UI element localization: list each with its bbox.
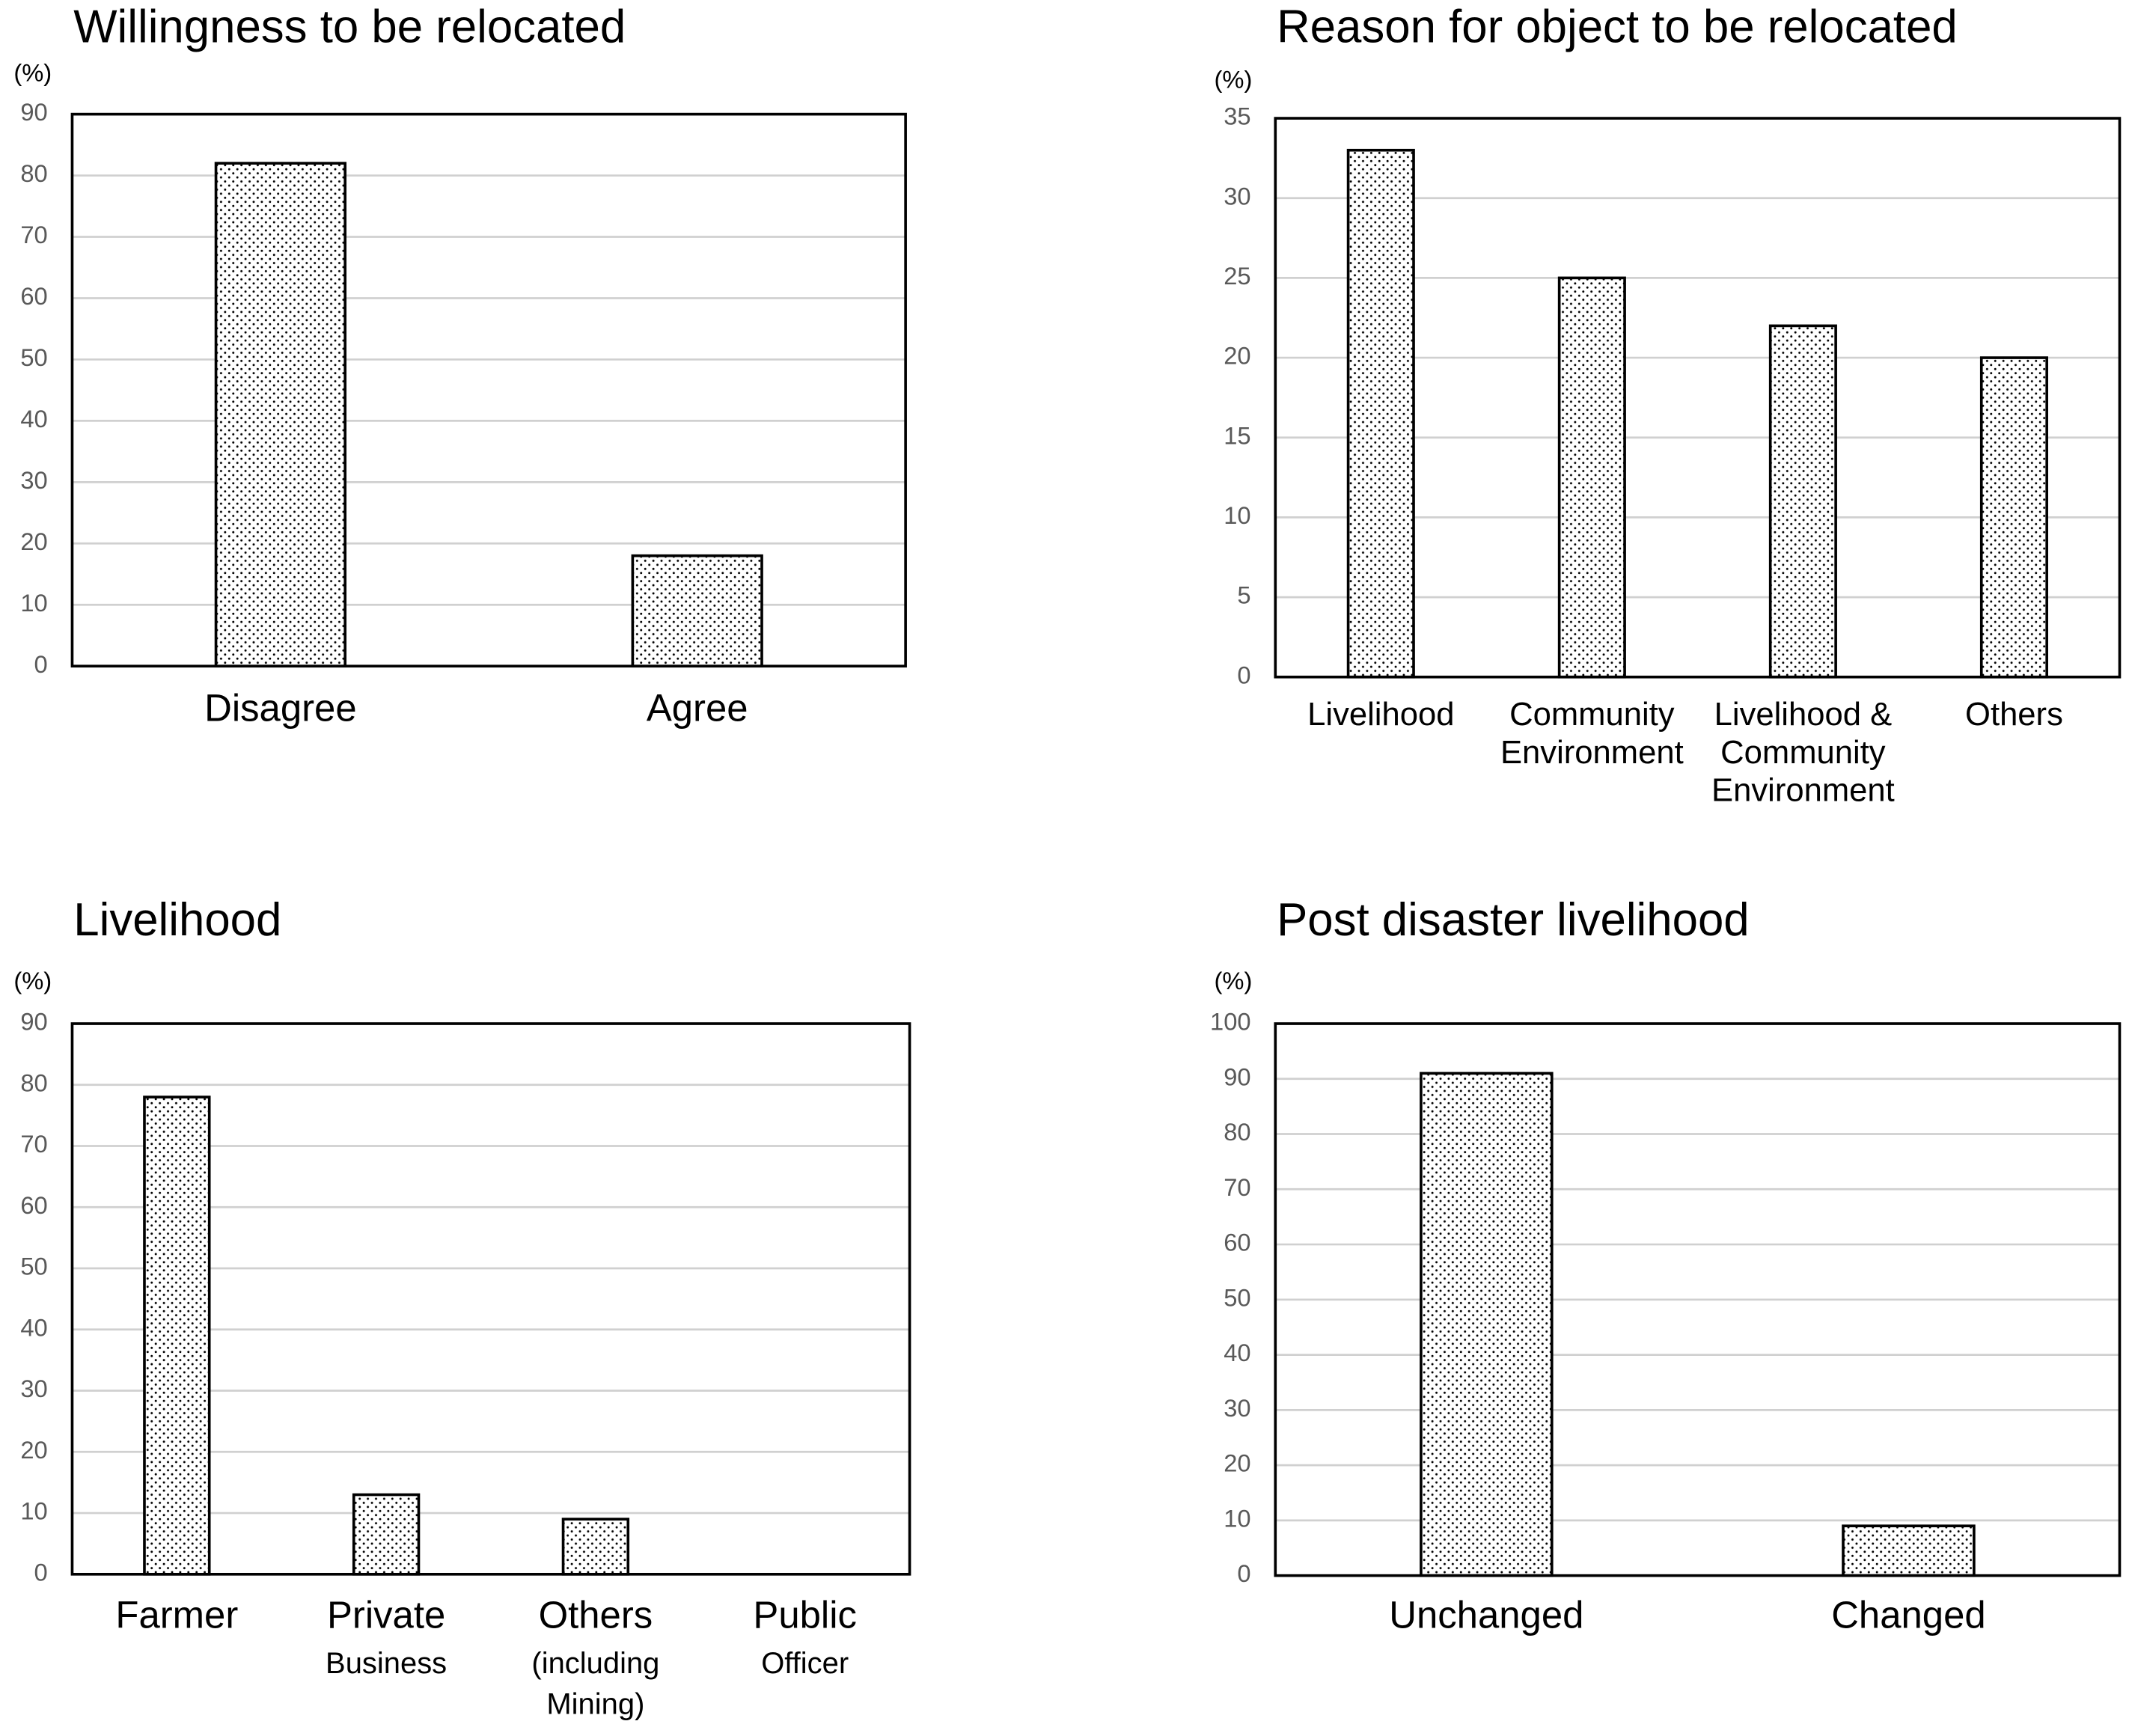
y-tick-label: 15 bbox=[1224, 421, 1250, 449]
y-tick-label: 50 bbox=[20, 343, 47, 371]
y-tick-label: 20 bbox=[1224, 342, 1250, 370]
y-tick-label: 25 bbox=[1224, 262, 1250, 290]
y-tick-label: 10 bbox=[20, 1497, 47, 1525]
x-tick-label: Farmer bbox=[115, 1593, 238, 1636]
bar bbox=[561, 1518, 630, 1576]
x-tick-label: Business bbox=[326, 1647, 447, 1680]
y-tick-label: 60 bbox=[20, 1191, 47, 1219]
bar bbox=[1768, 324, 1837, 679]
x-tick-label: Private bbox=[327, 1593, 445, 1636]
y-tick-label: 30 bbox=[1224, 182, 1250, 210]
plot-frame bbox=[70, 112, 907, 668]
x-tick-label: Others bbox=[1965, 697, 2063, 733]
y-axis-label: (%) bbox=[13, 967, 52, 994]
x-tick-label: Livelihood & bbox=[1714, 697, 1893, 733]
y-tick-label: 0 bbox=[34, 1558, 48, 1586]
y-tick-label: 80 bbox=[1224, 1118, 1250, 1146]
bar bbox=[1346, 148, 1415, 679]
y-tick-label: 60 bbox=[1224, 1229, 1250, 1256]
y-tick-label: 0 bbox=[34, 650, 48, 678]
y-tick-label: 90 bbox=[20, 1008, 47, 1036]
y-tick-label: 60 bbox=[20, 282, 47, 310]
x-tick-label: Agree bbox=[647, 687, 748, 730]
y-tick-label: 80 bbox=[20, 159, 47, 187]
y-tick-label: 40 bbox=[20, 1313, 47, 1341]
y-tick-label: 90 bbox=[20, 98, 47, 126]
y-tick-label: 50 bbox=[20, 1253, 47, 1280]
x-tick-label: Officer bbox=[761, 1647, 849, 1680]
y-tick-label: 10 bbox=[20, 589, 47, 617]
bar bbox=[1842, 1524, 1976, 1577]
y-tick-label: 50 bbox=[1224, 1283, 1250, 1311]
y-tick-label: 20 bbox=[20, 528, 47, 555]
y-tick-label: 20 bbox=[20, 1436, 47, 1464]
bar bbox=[1979, 356, 2048, 679]
y-tick-label: 70 bbox=[20, 1130, 47, 1158]
y-tick-label: 10 bbox=[1224, 501, 1250, 529]
y-tick-label: 40 bbox=[20, 405, 47, 433]
x-tick-label: Community bbox=[1720, 735, 1886, 771]
bar bbox=[631, 554, 763, 668]
chart-title: Livelihood bbox=[73, 894, 281, 946]
plot-frame bbox=[1274, 1022, 2122, 1577]
y-tick-label: 30 bbox=[20, 1375, 47, 1402]
x-tick-label: Environment bbox=[1711, 773, 1895, 809]
y-tick-label: 30 bbox=[1224, 1394, 1250, 1422]
x-tick-label: Public bbox=[753, 1593, 857, 1636]
y-tick-label: 20 bbox=[1224, 1449, 1250, 1477]
x-tick-label: Unchanged bbox=[1389, 1593, 1583, 1636]
y-tick-label: 0 bbox=[1237, 661, 1250, 688]
x-tick-label: (including bbox=[531, 1647, 659, 1680]
plot-frame bbox=[1274, 117, 2122, 679]
y-tick-label: 10 bbox=[1224, 1505, 1250, 1532]
y-tick-label: 35 bbox=[1224, 103, 1250, 130]
y-tick-label: 30 bbox=[20, 466, 47, 494]
y-tick-label: 100 bbox=[1210, 1008, 1251, 1036]
y-tick-label: 70 bbox=[1224, 1173, 1250, 1201]
chart-title: Willingness to be relocated bbox=[73, 1, 626, 52]
y-tick-label: 40 bbox=[1224, 1339, 1250, 1366]
x-tick-label: Environment bbox=[1500, 735, 1684, 771]
y-tick-label: 5 bbox=[1237, 581, 1250, 609]
chart-title: Reason for object to be relocated bbox=[1277, 1, 1958, 52]
y-tick-label: 70 bbox=[20, 221, 47, 248]
x-tick-label: Others bbox=[539, 1593, 653, 1636]
y-tick-label: 0 bbox=[1237, 1559, 1250, 1587]
plot-frame bbox=[70, 1022, 911, 1576]
chart-title: Post disaster livelihood bbox=[1277, 894, 1750, 946]
x-tick-label: Livelihood bbox=[1307, 697, 1454, 733]
bar bbox=[1420, 1072, 1554, 1577]
y-axis-label: (%) bbox=[1215, 66, 1253, 94]
x-tick-label: Disagree bbox=[204, 687, 357, 730]
y-axis-label: (%) bbox=[1215, 967, 1253, 994]
x-tick-label: Mining) bbox=[546, 1688, 644, 1721]
x-tick-label: Community bbox=[1509, 697, 1675, 733]
bar bbox=[143, 1095, 211, 1576]
y-tick-label: 80 bbox=[20, 1069, 47, 1096]
y-tick-label: 90 bbox=[1224, 1063, 1250, 1090]
y-axis-label: (%) bbox=[13, 59, 52, 87]
x-tick-label: Changed bbox=[1831, 1593, 1985, 1636]
bar bbox=[352, 1493, 421, 1576]
bar bbox=[1557, 276, 1626, 679]
bar bbox=[214, 162, 346, 668]
